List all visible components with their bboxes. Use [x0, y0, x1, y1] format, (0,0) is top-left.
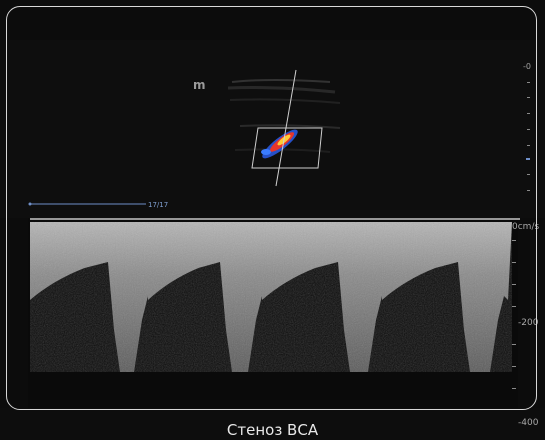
- bmode-depth-scale: [526, 82, 530, 191]
- velocity-mid-label: -200: [518, 318, 539, 328]
- bmode-panel: [0, 40, 545, 218]
- image-caption: Стеноз ВСА: [226, 421, 319, 439]
- bottom-band: [0, 408, 545, 440]
- velocity-bottom-label: -400: [518, 418, 539, 428]
- bmode-marker-label: m: [193, 78, 206, 92]
- scale-top-label: -0: [523, 62, 531, 71]
- velocity-scale: [512, 240, 516, 389]
- velocity-baseline-label: 0cm/s: [512, 222, 540, 232]
- doppler-gate-box: [251, 127, 323, 169]
- frame-counter: 17/17: [148, 201, 169, 209]
- doppler-spectrum-texture: [30, 222, 512, 372]
- tissue-echo: [227, 79, 341, 153]
- doppler-cursor-line: [275, 69, 297, 187]
- color-flow-jet: [261, 129, 298, 159]
